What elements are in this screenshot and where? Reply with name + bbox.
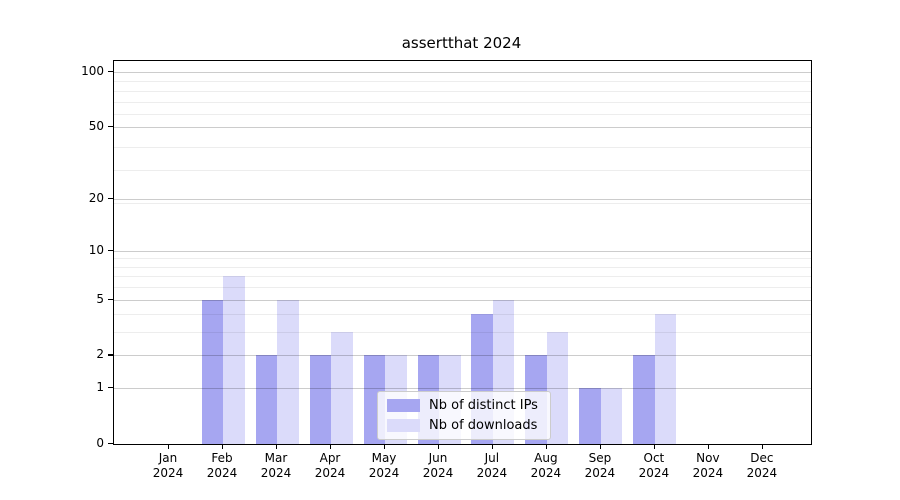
y-tick-label: 100 [81,64,104,78]
bar-oct-distinct-ips [633,355,655,444]
x-tick-mark [761,444,764,449]
x-tick-mark [653,444,656,449]
x-tick-label-oct: Oct 2024 [638,451,670,480]
y-tick-mark [108,197,113,199]
bar-oct-downloads [654,314,677,444]
chart-title: assertthat 2024 [401,34,522,52]
y-tick-mark [108,354,113,356]
bar-feb-downloads [223,276,245,444]
x-tick-mark [222,444,224,449]
minor-gridline [114,101,811,103]
bar-apr-distinct-ips [309,355,331,444]
x-tick-label-apr: Apr 2024 [314,451,346,480]
minor-gridline [114,202,811,204]
bar-apr-downloads [331,332,353,444]
x-tick-mark [491,444,494,449]
x-tick-label-aug: Aug 2024 [530,451,562,480]
minor-gridline [114,169,811,171]
plot-area: Nb of distinct IPs Nb of downloads [113,60,812,445]
y-tick-label: 1 [96,380,104,395]
x-tick-mark [384,444,386,449]
x-tick-label-jun: Jun 2024 [422,451,454,480]
minor-gridline [114,146,811,148]
minor-gridline [114,258,811,260]
x-tick-label-sep: Sep 2024 [584,451,616,480]
x-tick-mark [168,444,170,449]
y-tick-label: 50 [88,119,104,134]
minor-gridline [114,81,811,83]
x-tick-label-nov: Nov 2024 [692,451,724,480]
legend-row: Nb of downloads [387,418,538,433]
legend: Nb of distinct IPs Nb of downloads [377,391,551,440]
legend-swatch-downloads [387,419,420,432]
legend-swatch-distinct-ips [387,399,420,412]
bar-sep-downloads [600,388,623,444]
legend-label: Nb of downloads [429,418,538,433]
y-tick-label: 0 [96,436,104,450]
minor-gridline [114,266,811,268]
y-tick-mark [108,387,113,389]
major-gridline [114,198,811,200]
bar-mar-distinct-ips [255,355,277,444]
legend-row: Nb of distinct IPs [387,398,538,413]
y-tick-label: 10 [88,242,104,257]
minor-gridline [114,287,811,289]
bar-feb-distinct-ips [201,299,223,444]
legend-label: Nb of distinct IPs [429,398,538,413]
y-tick-mark [108,249,113,251]
x-tick-label-jan: Jan 2024 [152,451,184,480]
x-tick-label-feb: Feb 2024 [206,451,238,480]
x-tick-mark [545,444,548,449]
y-tick-label: 20 [88,190,104,205]
major-gridline [114,72,811,73]
minor-gridline [114,276,811,278]
x-tick-mark [330,444,332,449]
x-tick-label-dec: Dec 2024 [746,451,778,480]
minor-gridline [114,90,811,92]
y-tick-mark [108,71,113,73]
y-tick-mark [108,126,113,128]
major-gridline [114,127,811,129]
bar-sep-distinct-ips [579,388,601,444]
x-tick-mark [438,444,440,449]
minor-gridline [114,114,811,115]
x-tick-label-may: May 2024 [368,451,400,480]
y-tick-mark [108,298,113,300]
x-tick-label-mar: Mar 2024 [260,451,292,480]
major-gridline [114,250,811,252]
x-tick-mark [599,444,602,449]
bar-aug-downloads [546,332,569,444]
bar-mar-downloads [277,299,299,444]
y-tick-label: 2 [96,347,104,362]
x-tick-mark [276,444,278,449]
x-tick-label-jul: Jul 2024 [476,451,508,480]
y-tick-label: 5 [96,291,104,306]
x-tick-mark [707,444,710,449]
y-tick-mark [108,443,113,445]
